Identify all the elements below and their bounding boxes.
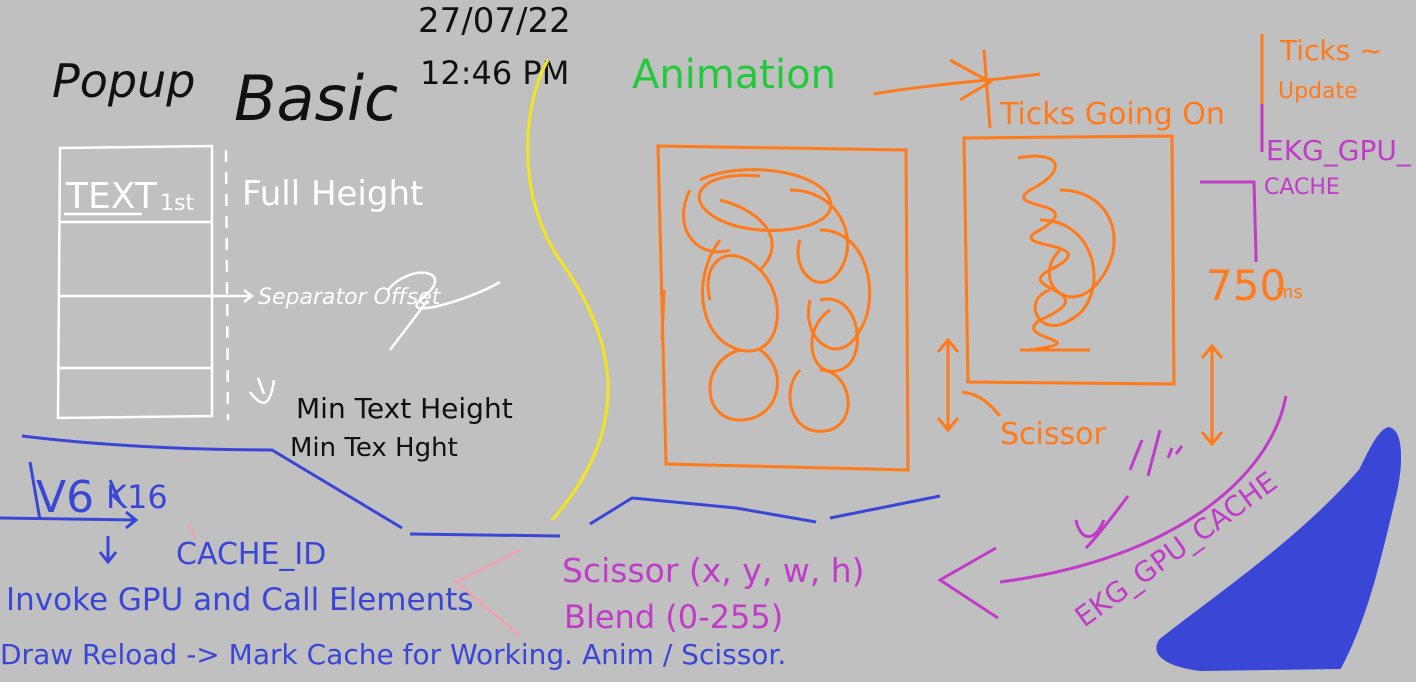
ticks-update-1: Ticks ~ [1279,34,1383,67]
ticks-going-on-label: Ticks Going On [999,97,1225,132]
ticks-arrow [873,49,1041,129]
blend-function-label: Blend (0-255) [564,598,783,636]
ekg-cache-note-2: CACHE [1264,175,1340,200]
animation-frame-left [656,144,910,472]
time-label: 12:46 PM [420,54,569,92]
duration-value: 750 [1206,261,1286,310]
pink-tick [186,523,198,539]
pink-chevron [453,548,521,637]
scissor-arrows [936,337,1224,447]
cache-id-label: CACHE_ID [176,537,326,572]
ekg-cache-arc-sketch [937,395,1288,620]
title-basic: Basic [234,62,398,135]
ticks-update-2: Update [1278,79,1358,104]
animation-frame-right [962,134,1176,386]
v6-label: V6 [36,472,94,523]
separator-offset-label: Separator Offset [258,285,442,310]
v6-struck-label: K16 [106,478,168,516]
draw-reload-label: Draw Reload -> Mark Cache for Working. A… [0,638,786,671]
cache-bracket [1200,180,1258,262]
date-label: 27/07/22 [418,1,571,41]
scissor-label: Scissor [1000,417,1106,452]
full-height-label: Full Height [242,174,423,214]
scissor-function-label: Scissor (x, y, w, h) [562,551,865,590]
popup-box-sketch [56,144,501,421]
animation-title: Animation [632,52,836,98]
blue-filled-shape [1156,426,1401,672]
popup-text-marker: 1st [160,191,194,216]
duration-unit: ms [1276,282,1303,303]
popup-text-label: TEXT [65,176,158,217]
invoke-label: Invoke GPU and Call Elements [6,582,474,618]
blue-baseline [0,434,941,565]
min-text-height-2: Min Tex Hght [290,433,458,463]
title-popup: Popup [52,54,195,108]
ekg-cache-note-1: EKG_GPU_ [1266,134,1412,167]
min-text-height-1: Min Text Height [296,392,513,425]
yellow-divider-curve [526,59,610,521]
